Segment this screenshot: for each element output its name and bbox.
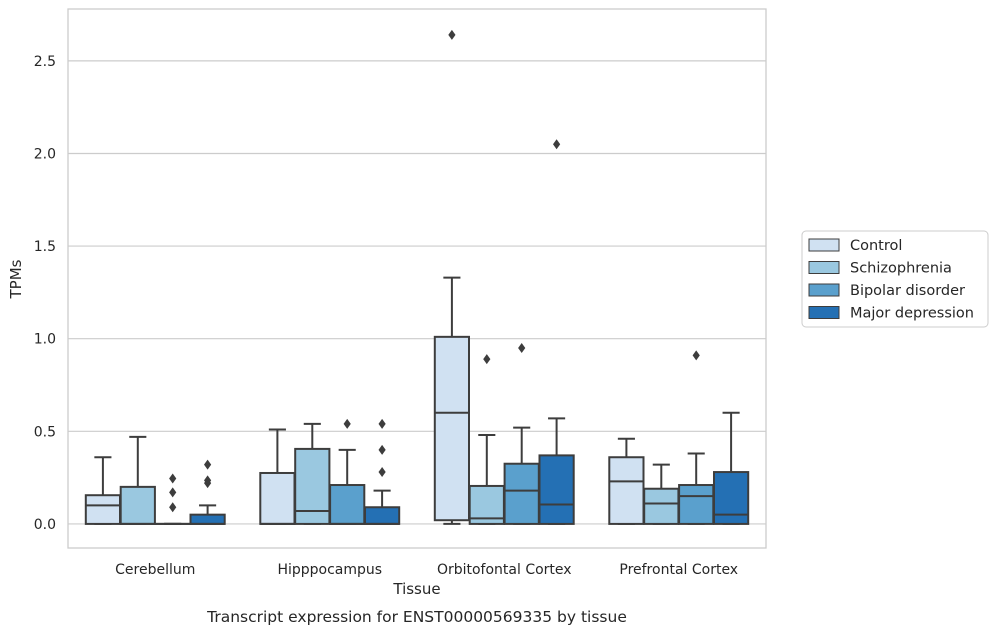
- outlier-point: [518, 342, 526, 353]
- box-bipolar-disorder: [329, 418, 366, 525]
- box-iqr: [119, 485, 156, 525]
- box-iqr: [538, 454, 575, 525]
- box-iqr: [294, 447, 331, 525]
- box-major-depression: [189, 459, 226, 525]
- box-schizophrenia: [643, 463, 680, 525]
- box-iqr: [433, 335, 471, 522]
- legend-swatch: [808, 283, 840, 297]
- box-control: [84, 456, 122, 525]
- box-iqr: [712, 471, 750, 525]
- legend-swatch: [808, 261, 840, 274]
- x-tick-label: Prefrontal Cortex: [619, 562, 738, 578]
- box-plot-area: [84, 29, 750, 525]
- outlier-point: [169, 473, 177, 484]
- y-tick-label: 0.5: [34, 424, 56, 440]
- outlier-point: [378, 444, 386, 455]
- box-schizophrenia: [119, 435, 156, 525]
- box-iqr: [363, 506, 401, 525]
- box-iqr: [503, 462, 540, 525]
- box-iqr: [84, 494, 122, 525]
- y-tick-label: 1.5: [34, 239, 56, 255]
- outlier-point: [204, 459, 212, 470]
- x-axis-label: Tissue: [392, 580, 440, 598]
- outlier-point: [448, 29, 456, 40]
- legend-label: Bipolar disorder: [850, 283, 965, 299]
- legend-item: Bipolar disorder: [808, 283, 965, 299]
- box-major-depression: [712, 411, 750, 525]
- box-iqr: [259, 471, 296, 525]
- box-bipolar-disorder: [154, 473, 191, 525]
- box-control: [433, 29, 471, 525]
- box-iqr: [608, 456, 645, 525]
- y-axis-label: TPMs: [7, 259, 25, 299]
- legend-label: Control: [850, 238, 902, 254]
- y-tick-label: 1.0: [34, 332, 56, 348]
- y-tick-label: 2.5: [34, 54, 56, 70]
- y-axis-ticks: 0.0 0.5 1.0 1.5 2.0 2.5: [34, 54, 56, 533]
- legend-swatch: [808, 238, 840, 252]
- figure-caption: Transcript expression for ENST0000056933…: [206, 608, 627, 626]
- outlier-point: [343, 418, 351, 429]
- legend-swatch: [808, 306, 840, 319]
- box-iqr: [643, 487, 680, 525]
- x-tick-label: Orbitofontal Cortex: [437, 562, 572, 578]
- box-iqr: [329, 484, 366, 525]
- box-iqr: [189, 513, 226, 525]
- box-control: [608, 437, 645, 525]
- box-control: [259, 428, 296, 525]
- x-tick-label: Hipppocampus: [277, 562, 382, 578]
- legend-item: Control: [808, 238, 902, 254]
- box-bipolar-disorder: [678, 350, 715, 525]
- box-iqr: [678, 484, 715, 525]
- y-tick-label: 0.0: [34, 517, 56, 533]
- box-major-depression: [538, 139, 575, 525]
- outlier-point: [204, 475, 212, 486]
- box-bipolar-disorder: [503, 342, 540, 525]
- outlier-point: [378, 467, 386, 478]
- outlier-point: [692, 350, 700, 361]
- plot-frame: [67, 8, 767, 549]
- grid-lines: [68, 60, 766, 525]
- outlier-point: [553, 139, 561, 150]
- outlier-point: [483, 354, 491, 365]
- box-major-depression: [363, 418, 401, 525]
- legend-label: Schizophrenia: [850, 261, 952, 277]
- legend: Control Schizophrenia Bipolar disorder Majo…: [801, 230, 989, 328]
- legend-item: Major depression: [808, 306, 974, 322]
- x-tick-label: Cerebellum: [115, 562, 195, 578]
- legend-label: Major depression: [850, 306, 974, 322]
- legend-item: Schizophrenia: [808, 261, 952, 277]
- box-schizophrenia: [468, 354, 505, 525]
- outlier-point: [169, 502, 177, 513]
- outlier-point: [378, 418, 386, 429]
- legend-frame: [801, 230, 989, 328]
- x-axis-ticks: Cerebellum Hipppocampus Orbitofontal Corte…: [115, 562, 738, 578]
- outlier-point: [169, 487, 177, 498]
- y-tick-label: 2.0: [34, 146, 56, 162]
- box-schizophrenia: [294, 422, 331, 525]
